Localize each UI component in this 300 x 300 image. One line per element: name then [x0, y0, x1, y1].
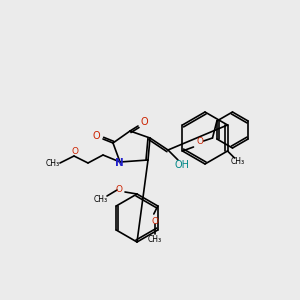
Text: O: O [151, 217, 158, 226]
Text: O: O [71, 146, 79, 155]
Text: O: O [197, 137, 204, 146]
Text: CH₃: CH₃ [94, 196, 108, 205]
Text: O: O [92, 131, 100, 141]
Text: OH: OH [175, 160, 190, 170]
Text: O: O [140, 117, 148, 127]
Text: CH₃: CH₃ [46, 160, 60, 169]
Text: CH₃: CH₃ [230, 157, 244, 166]
Text: O: O [116, 185, 122, 194]
Text: CH₃: CH₃ [148, 236, 162, 244]
Text: N: N [115, 158, 123, 168]
